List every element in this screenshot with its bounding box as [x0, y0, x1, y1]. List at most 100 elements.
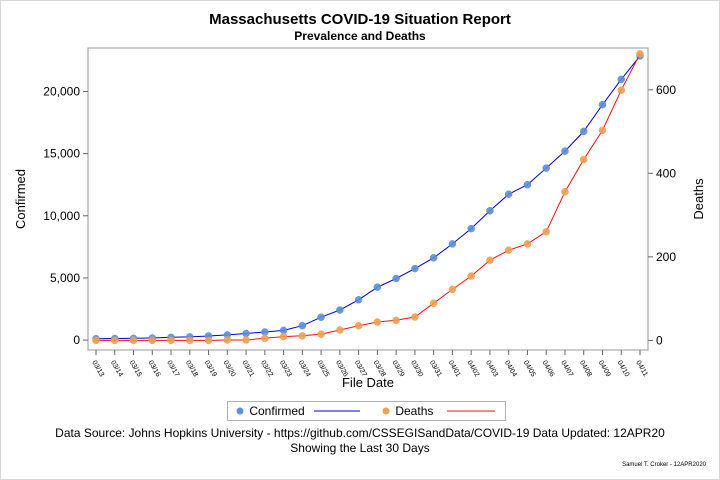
- point-confirmed: [429, 254, 438, 262]
- y-left-tick-label: 5,000: [50, 271, 80, 285]
- legend-marker-deaths: [382, 407, 390, 415]
- author-credit: Samuel T. Croker - 12APR2020: [622, 462, 706, 468]
- point-deaths: [579, 155, 588, 164]
- x-tick-label: 04/09: [597, 360, 612, 379]
- point-confirmed: [523, 180, 532, 189]
- x-tick-label: 03/30: [409, 360, 424, 379]
- point-confirmed: [354, 296, 363, 304]
- x-tick-label: 04/02: [465, 360, 480, 379]
- point-confirmed: [317, 313, 325, 321]
- y-left-tick-label: 10,000: [43, 209, 80, 223]
- point-deaths: [298, 332, 307, 340]
- x-tick-label: 04/05: [522, 360, 537, 379]
- y-right-tick-label: 0: [656, 333, 663, 347]
- point-confirmed: [392, 274, 400, 283]
- x-tick-label: 03/25: [315, 360, 330, 379]
- point-deaths: [542, 228, 550, 236]
- point-confirmed: [598, 100, 607, 109]
- point-deaths: [429, 299, 438, 307]
- y-right-tick-label: 600: [656, 83, 676, 97]
- legend-line-deaths: [447, 410, 495, 412]
- point-deaths: [617, 86, 625, 94]
- point-confirmed: [242, 329, 250, 338]
- point-deaths: [186, 336, 194, 345]
- chart-title: Massachusetts COVID-19 Situation Report: [209, 11, 511, 28]
- x-tick-label: 03/21: [240, 360, 255, 379]
- y-axis-label-right: Deaths: [691, 178, 706, 220]
- point-confirmed: [617, 75, 625, 84]
- point-deaths: [523, 240, 532, 248]
- point-deaths: [242, 336, 250, 344]
- point-deaths: [373, 318, 382, 326]
- point-deaths: [392, 316, 400, 325]
- x-tick-label: 04/07: [559, 360, 574, 379]
- series-line-confirmed: [95, 55, 641, 340]
- point-confirmed: [486, 207, 494, 215]
- x-tick-label: 03/31: [428, 360, 443, 379]
- x-tick-label: 03/18: [184, 360, 199, 379]
- y-axis-label-left: Confirmed: [13, 169, 28, 229]
- point-deaths: [167, 336, 175, 345]
- x-tick-label: 03/23: [278, 360, 293, 379]
- point-confirmed: [467, 224, 475, 233]
- point-deaths: [636, 50, 644, 58]
- x-tick-label: 04/06: [540, 360, 555, 379]
- point-confirmed: [261, 328, 269, 336]
- point-deaths: [598, 126, 607, 135]
- x-tick-label: 03/14: [109, 360, 124, 379]
- x-tick-label: 03/13: [90, 360, 105, 379]
- x-tick-label: 04/11: [634, 360, 649, 378]
- y-right-tick-label: 400: [656, 166, 676, 180]
- x-tick-label: 03/16: [147, 360, 162, 379]
- legend-label-confirmed: Confirmed: [249, 404, 305, 418]
- point-confirmed: [504, 190, 513, 198]
- point-deaths: [317, 330, 325, 338]
- legend-line-confirmed: [314, 410, 360, 412]
- legend-item-confirmed: Confirmed: [234, 402, 305, 420]
- x-tick-label: 03/20: [222, 360, 237, 379]
- point-confirmed: [411, 264, 419, 273]
- x-axis-label: File Date: [342, 375, 394, 390]
- point-deaths: [354, 322, 363, 330]
- point-confirmed: [279, 326, 288, 335]
- point-deaths: [279, 332, 288, 341]
- point-deaths: [223, 336, 232, 344]
- point-deaths: [129, 336, 138, 345]
- point-confirmed: [448, 240, 457, 248]
- point-deaths: [111, 336, 119, 345]
- x-tick-label: 04/08: [578, 360, 593, 379]
- x-tick-label: 03/24: [297, 360, 312, 379]
- point-deaths: [148, 336, 157, 345]
- x-tick-label: 04/04: [503, 360, 518, 379]
- x-tick-label: 04/10: [616, 360, 631, 379]
- y-left-tick-label: 15,000: [43, 147, 80, 161]
- point-deaths: [204, 336, 213, 345]
- y-left-tick-label: 20,000: [43, 84, 80, 98]
- legend-marker-confirmed: [236, 407, 244, 415]
- point-deaths: [411, 313, 419, 321]
- point-deaths: [92, 336, 100, 345]
- chart-subtitle: Prevalence and Deaths: [294, 29, 426, 43]
- point-deaths: [561, 187, 569, 196]
- point-confirmed: [579, 127, 588, 136]
- legend: Confirmed Deaths: [227, 401, 506, 421]
- x-tick-label: 03/19: [203, 360, 218, 379]
- legend-label-deaths: Deaths: [395, 404, 434, 418]
- x-tick-label: 03/17: [165, 360, 180, 379]
- showing-note: Showing the Last 30 Days: [290, 441, 430, 455]
- legend-item-deaths: Deaths: [380, 402, 433, 420]
- point-confirmed: [561, 147, 569, 155]
- point-deaths: [486, 256, 494, 264]
- series-line-deaths: [96, 53, 641, 341]
- x-tick-label: 03/15: [128, 360, 143, 379]
- point-deaths: [504, 246, 513, 254]
- point-confirmed: [373, 283, 382, 291]
- plot-area: [87, 47, 649, 351]
- y-left-tick-label: 0: [73, 333, 80, 347]
- point-confirmed: [542, 164, 550, 172]
- point-confirmed: [298, 321, 307, 330]
- x-tick-label: 04/03: [484, 360, 499, 379]
- point-deaths: [336, 326, 344, 334]
- x-tick-label: 04/01: [447, 360, 462, 379]
- point-deaths: [467, 272, 475, 280]
